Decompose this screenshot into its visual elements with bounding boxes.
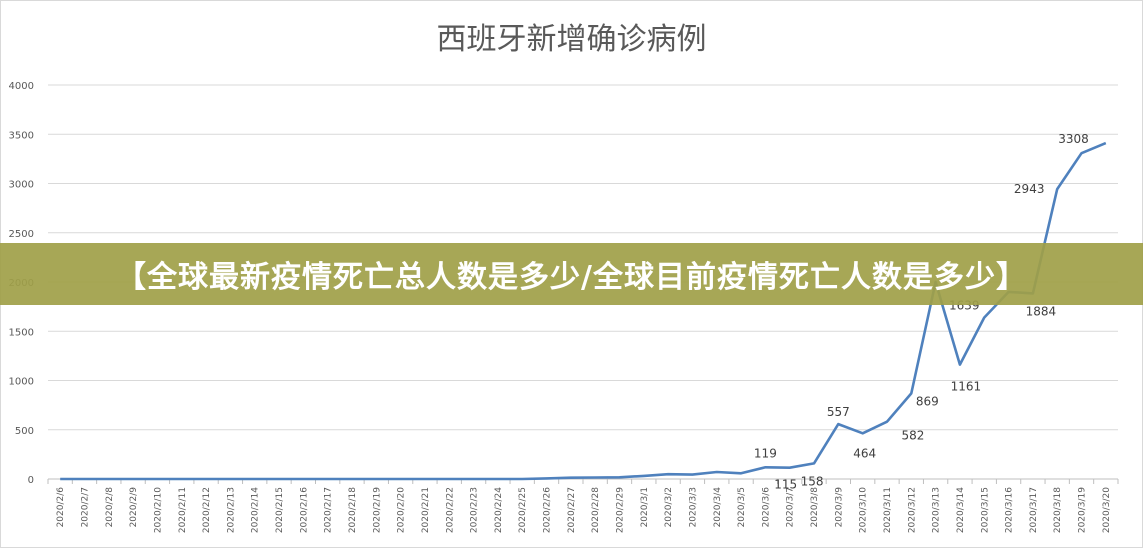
x-tick-label: 2020/2/6 — [56, 487, 66, 528]
x-tick-label: 2020/3/6 — [761, 487, 771, 528]
x-tick-label: 2020/3/3 — [688, 487, 698, 527]
x-tick-label: 2020/3/12 — [907, 487, 917, 533]
x-tick-label: 2020/2/27 — [567, 487, 577, 533]
chart-title: 西班牙新增确诊病例 — [436, 22, 707, 57]
headline-banner: 【全球最新疫情死亡总人数是多少/全球目前疫情死亡人数是多少】 — [0, 243, 1143, 305]
x-tick-label: 2020/2/18 — [348, 487, 358, 533]
x-tick-label: 2020/2/16 — [299, 487, 309, 533]
x-tick-label: 2020/2/28 — [591, 487, 601, 533]
x-tick-label: 2020/2/20 — [397, 487, 407, 533]
x-tick-label: 2020/2/17 — [324, 487, 334, 533]
x-tick-label: 2020/3/8 — [810, 487, 820, 528]
x-tick-label: 2020/2/21 — [421, 487, 431, 533]
y-tick-label: 1000 — [9, 377, 34, 388]
x-tick-label: 2020/3/7 — [786, 487, 796, 527]
x-tick-label: 2020/3/5 — [737, 487, 747, 527]
y-tick-label: 0 — [28, 475, 34, 486]
x-tick-label: 2020/3/1 — [640, 487, 650, 527]
x-tick-label: 2020/3/13 — [932, 487, 942, 533]
data-label: 557 — [827, 405, 850, 419]
x-tick-label: 2020/3/9 — [834, 487, 844, 528]
x-tick-label: 2020/2/10 — [153, 487, 163, 533]
y-tick-label: 1500 — [9, 327, 34, 338]
x-tick-label: 2020/3/14 — [956, 487, 966, 533]
x-tick-label: 2020/2/11 — [178, 487, 188, 533]
x-tick-label: 2020/2/12 — [202, 487, 212, 533]
x-tick-label: 2020/2/26 — [543, 487, 553, 533]
x-tick-label: 2020/3/2 — [664, 487, 674, 527]
x-tick-label: 2020/2/24 — [494, 487, 504, 533]
y-tick-label: 500 — [15, 426, 34, 437]
x-tick-label: 2020/3/4 — [713, 487, 723, 528]
x-tick-label: 2020/3/11 — [883, 487, 893, 533]
x-tick-label: 2020/2/8 — [105, 487, 115, 528]
data-label: 119 — [754, 446, 777, 460]
x-tick-label: 2020/3/20 — [1102, 487, 1112, 533]
x-tick-label: 2020/2/25 — [518, 487, 528, 533]
x-tick-label: 2020/3/18 — [1053, 487, 1063, 533]
banner-text: 【全球最新疫情死亡总人数是多少/全球目前疫情死亡人数是多少】 — [116, 260, 1027, 295]
x-tick-label: 2020/2/13 — [226, 487, 236, 533]
x-tick-label: 2020/2/22 — [445, 487, 455, 533]
x-tick-label: 2020/2/29 — [615, 487, 625, 533]
x-tick-label: 2020/2/15 — [275, 487, 285, 533]
data-label: 115 — [774, 478, 797, 492]
data-label: 582 — [902, 429, 925, 443]
data-label: 464 — [853, 446, 876, 460]
x-tick-label: 2020/2/23 — [470, 487, 480, 533]
data-label: 1161 — [951, 380, 982, 394]
x-tick-label: 2020/3/15 — [980, 487, 990, 533]
x-tick-label: 2020/2/9 — [129, 487, 139, 528]
y-tick-label: 4000 — [9, 81, 34, 92]
x-tick-label: 2020/3/17 — [1029, 487, 1039, 533]
data-label: 158 — [801, 474, 824, 488]
data-label: 1884 — [1026, 304, 1057, 318]
y-tick-label: 3000 — [9, 180, 34, 191]
x-tick-label: 2020/3/16 — [1005, 487, 1015, 533]
x-tick-label: 2020/2/19 — [372, 487, 382, 533]
data-label: 869 — [916, 394, 939, 408]
x-tick-label: 2020/2/14 — [251, 487, 261, 533]
data-label: 3308 — [1058, 132, 1089, 146]
y-tick-label: 2500 — [9, 229, 34, 240]
x-tick-label: 2020/2/7 — [80, 487, 90, 527]
x-tick-label: 2020/3/19 — [1078, 487, 1088, 533]
data-label: 2943 — [1014, 182, 1045, 196]
y-tick-label: 3500 — [9, 130, 34, 141]
x-tick-label: 2020/3/10 — [859, 487, 869, 533]
